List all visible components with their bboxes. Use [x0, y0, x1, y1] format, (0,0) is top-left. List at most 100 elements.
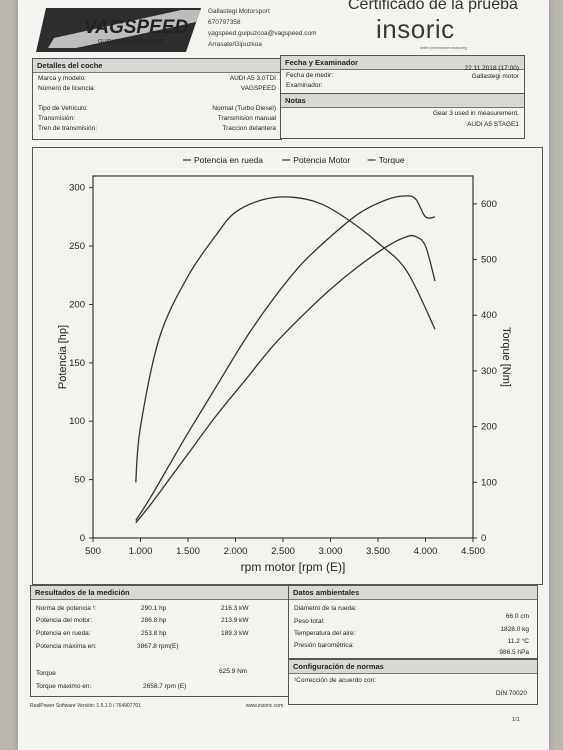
x-tick-label: 500 [85, 546, 101, 557]
y-tick-label: 100 [69, 416, 85, 427]
legend-item: Torque [379, 155, 405, 165]
car-value-license: VAGSPEED [240, 85, 276, 92]
x-tick-label: 4.500 [461, 546, 485, 557]
norms-label: ¹Corrección de acuerdo con: [294, 677, 377, 684]
car-value-type: Normal (Turbo Diesel) [212, 105, 276, 112]
notes-title: Notas [281, 94, 524, 108]
environment-panel: Datos ambientales Diámetro de la rueda: … [288, 585, 538, 659]
car-value-transmission: Transmision manual [217, 115, 276, 122]
norms-value: DIN 70020 [495, 690, 527, 697]
result-label-max-power: Potencia máxima en: [36, 643, 97, 650]
y-tick-label: 150 [69, 358, 85, 369]
software-version: RealPower Software Versión: 1.5.1.0 / 76… [30, 703, 141, 709]
x-tick-label: 3.500 [366, 546, 390, 557]
norms-title: Configuración de normas [289, 660, 537, 674]
y2-tick-label: 100 [481, 477, 497, 488]
page-number: 1/1 [512, 717, 520, 723]
company-info: Gallastegi Motorsport 670797358 vagspeed… [208, 6, 317, 50]
vagspeed-logo: VAGSPEED GUIPUZCOA | GIPUZKOA [36, 0, 208, 58]
y-tick-label: 0 [80, 533, 85, 544]
x-tick-label: 3.000 [319, 546, 343, 557]
result-value-torque: 625.9 Nm [219, 668, 248, 675]
result-label-engine: Potencia del motor: [36, 617, 93, 624]
env-value-weight: 1828.0 kg [500, 626, 529, 633]
results-panel: Resultados de la medición Norma de poten… [30, 585, 290, 697]
company-location: Arrasate/Gipuzkoa [208, 41, 262, 48]
result-value-norm-hp: 290.1 hp [141, 605, 167, 612]
logo-text: VAGSPEED [84, 17, 188, 38]
y-tick-label: 200 [69, 299, 85, 310]
car-label-drivetrain: Tren de transmisión: [38, 125, 98, 132]
x-tick-label: 4.000 [414, 546, 438, 557]
result-label-torque: Torque [36, 670, 56, 677]
result-label-wheel: Potencia en rueda: [36, 630, 91, 637]
examiner-label: Examinador: [286, 82, 323, 89]
series-line-torque [135, 196, 436, 483]
series-line-potencia-en-rueda [135, 234, 436, 524]
result-label-max-torque: Torque maximo en: [36, 683, 92, 690]
env-value-temperature: 11.2 °C [507, 638, 529, 645]
company-name: Gallastegi Motorsport [208, 8, 270, 15]
y-tick-label: 250 [69, 241, 85, 252]
examiner-title: Fecha y Examinador [281, 56, 524, 70]
y2-tick-label: 0 [481, 533, 486, 544]
x-tick-label: 1.500 [176, 546, 200, 557]
notes-line-2: AUDI A5 STAGE1 [467, 121, 519, 128]
brand-tagline: better performance measuring [420, 46, 467, 50]
notes-panel: Notas Gear 3 used in measurement. AUDI A… [280, 93, 525, 139]
y-tick-label: 50 [74, 475, 85, 486]
y2-tick-label: 200 [481, 422, 497, 433]
y-axis-label: Potencia [hp] [57, 325, 69, 389]
car-value-drivetrain: Traccion delantera [222, 125, 276, 132]
result-value-max-torque: 2658.7 rpm (E) [143, 683, 187, 690]
chart-legend: Potencia en rueda Potencia Motor Torque [183, 155, 405, 165]
date-value: 22.11.2018 (17:00) [464, 65, 519, 72]
website: www.insoric.com [246, 703, 284, 709]
env-value-pressure: 986.5 hPa [499, 649, 529, 656]
legend-item: Potencia Motor [293, 155, 350, 165]
car-label-license: Número de licencia: [38, 85, 96, 92]
x-tick-label: 2.500 [271, 546, 295, 557]
y2-tick-label: 300 [481, 366, 497, 377]
certificate-title: Certificado de la prueba [348, 0, 518, 13]
result-value-max-power: 3867.8 rpm(E) [137, 643, 179, 650]
y-tick-label: 300 [69, 183, 85, 194]
env-label-wheel-diameter: Diámetro de la rueda: [294, 605, 357, 612]
insoric-logo: insoric [376, 14, 455, 44]
result-value-engine-hp: 286.8 hp [141, 617, 167, 624]
series-line-potencia-motor [135, 195, 436, 521]
dyno-chart-panel: Potencia en rueda Potencia Motor Torque 50… [32, 147, 543, 585]
legend-item: Potencia en rueda [194, 155, 263, 165]
date-label: Fecha de medir: [286, 72, 333, 79]
car-details-title: Detalles del coche [33, 59, 281, 73]
examiner-panel: Fecha y Examinador Fecha de medir: 22.11… [280, 55, 525, 95]
x-axis-label: rpm motor [rpm (E)] [241, 560, 346, 574]
y2-tick-label: 400 [481, 310, 497, 321]
notes-line-1: Gear 3 used in measurement. [433, 110, 519, 117]
env-label-temperature: Temperatura del aire: [294, 630, 356, 637]
y2-tick-label: 500 [481, 255, 497, 266]
car-label-model: Marca y modelo: [38, 75, 87, 82]
examiner-value: Gallastegi motor [471, 73, 519, 80]
car-details-panel: Detalles del coche Marca y modelo: AUDI … [32, 58, 282, 140]
environment-title: Datos ambientales [289, 586, 537, 600]
company-email: vagspeed.guipuzcoa@vagspeed.com [208, 30, 317, 37]
company-phone: 670797358 [208, 19, 241, 26]
result-value-wheel-hp: 253.8 hp [141, 630, 167, 637]
result-value-norm-kw: 216.3 kW [221, 605, 249, 612]
result-value-engine-kw: 213.9 kW [221, 617, 249, 624]
result-value-wheel-kw: 189.3 kW [221, 630, 249, 637]
plot-frame [92, 175, 474, 539]
certificate-page: VAGSPEED GUIPUZCOA | GIPUZKOA Gallastegi… [18, 0, 549, 750]
logo-subtext: GUIPUZCOA | GIPUZKOA [98, 39, 164, 45]
x-tick-label: 2.000 [224, 546, 248, 557]
norms-panel: Configuración de normas ¹Corrección de a… [288, 659, 538, 705]
env-label-weight: Peso total: [294, 618, 325, 625]
x-tick-label: 1.000 [129, 546, 153, 557]
y2-tick-label: 600 [481, 199, 497, 210]
result-label-norm: Norma de potencia ¹: [36, 605, 97, 612]
car-value-model: AUDI A5 3.0TDI [229, 75, 276, 82]
env-value-wheel-diameter: 66.0 cm [505, 613, 529, 620]
y2-axis-label: Torque [Nm] [500, 327, 512, 387]
env-label-pressure: Presión barométrica: [294, 642, 354, 649]
